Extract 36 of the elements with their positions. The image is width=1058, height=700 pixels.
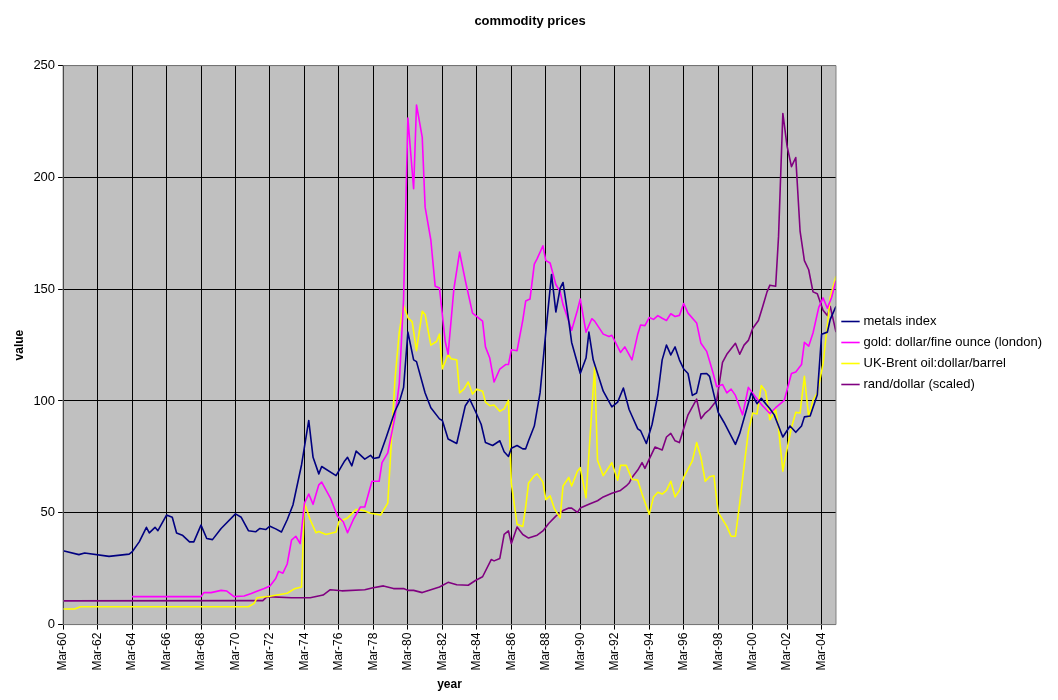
x-tick-label: Mar-04: [813, 632, 828, 671]
legend-label: gold: dollar/fine ounce (london): [863, 334, 1043, 350]
x-tick-label: Mar-96: [676, 632, 691, 671]
x-tick-label: Mar-94: [641, 632, 656, 671]
x-tick-label: Mar-90: [572, 632, 587, 671]
x-tick-label: Mar-82: [434, 632, 449, 671]
x-tick-label: Mar-66: [158, 632, 173, 671]
x-tick-label: Mar-84: [469, 632, 484, 671]
legend-label: UK-Brent oil:dollar/barrel: [863, 355, 1006, 371]
y-tick-label: 200: [33, 168, 56, 184]
chart-title: commodity prices: [474, 13, 586, 29]
y-axis-title: value: [11, 329, 26, 361]
x-tick-label: Mar-80: [400, 632, 415, 671]
x-tick-label: Mar-98: [710, 632, 725, 671]
x-tick-label: Mar-00: [744, 632, 759, 671]
legend-label: metals index: [863, 313, 937, 329]
x-axis-title: year: [437, 677, 463, 692]
x-tick-label: Mar-62: [89, 632, 104, 671]
x-tick-label: Mar-72: [262, 632, 277, 671]
y-tick-label: 100: [33, 392, 56, 408]
y-tick-label: 150: [33, 280, 56, 296]
y-tick-label: 0: [47, 616, 56, 632]
legend-label: rand/dollar (scaled): [863, 376, 975, 392]
x-tick-label: Mar-86: [503, 632, 518, 671]
y-tick-label: 250: [33, 57, 56, 73]
y-tick-label: 50: [40, 504, 56, 520]
x-tick-label: Mar-88: [538, 632, 553, 671]
x-tick-label: Mar-68: [193, 632, 208, 671]
x-tick-label: Mar-02: [779, 632, 794, 671]
x-tick-label: Mar-60: [55, 632, 70, 671]
x-tick-label: Mar-76: [331, 632, 346, 671]
x-tick-label: Mar-64: [124, 632, 139, 671]
x-tick-label: Mar-70: [227, 632, 242, 671]
x-tick-label: Mar-92: [607, 632, 622, 671]
x-tick-label: Mar-74: [296, 632, 311, 671]
x-tick-label: Mar-78: [365, 632, 380, 671]
